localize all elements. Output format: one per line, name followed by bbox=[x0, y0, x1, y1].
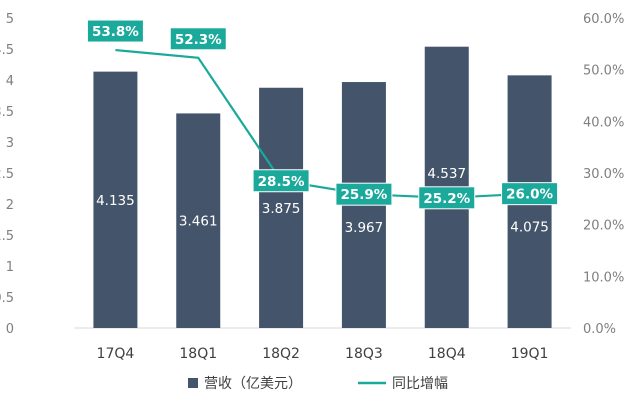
left-axis-tick-label: 4 bbox=[6, 74, 14, 89]
growth-label-text: 52.3% bbox=[175, 32, 222, 48]
growth-label-text: 25.9% bbox=[340, 187, 387, 203]
left-axis-tick-label: 2 bbox=[6, 198, 14, 213]
growth-label-text: 25.2% bbox=[423, 191, 470, 207]
left-axis-tick-label: 3.5 bbox=[0, 105, 14, 120]
left-axis-tick-label: 2.5 bbox=[0, 167, 14, 182]
right-axis-tick-label: 30.0% bbox=[583, 167, 624, 182]
growth-label-box: 25.2% bbox=[418, 186, 476, 210]
left-axis-tick-label: 0 bbox=[6, 322, 14, 337]
category-label: 18Q4 bbox=[428, 346, 466, 362]
growth-label-bg bbox=[418, 186, 476, 210]
growth-label-bg bbox=[86, 19, 144, 43]
left-axis-tick-label: 3 bbox=[6, 136, 14, 151]
growth-label-box: 52.3% bbox=[169, 27, 227, 51]
legend-revenue-label: 营收（亿美元） bbox=[204, 376, 302, 392]
right-axis-tick-label: 0.0% bbox=[583, 322, 616, 337]
category-label: 18Q2 bbox=[262, 346, 300, 362]
revenue-bar bbox=[93, 71, 138, 328]
revenue-bar-labels: 4.135 3.461 3.875 3.967 4.537 4.075 bbox=[96, 166, 549, 236]
left-axis-tick-label: 5 bbox=[6, 12, 14, 27]
revenue-bar-label: 3.875 bbox=[262, 201, 301, 217]
right-axis-tick-label: 40.0% bbox=[583, 115, 624, 130]
category-label: 18Q1 bbox=[179, 346, 217, 362]
right-axis-tick-label: 60.0% bbox=[583, 12, 624, 27]
legend: 营收（亿美元） 同比增幅 bbox=[188, 376, 448, 392]
left-axis-tick-label: 1 bbox=[6, 260, 14, 275]
revenue-bar bbox=[259, 87, 304, 328]
revenue-bar-label: 3.461 bbox=[179, 214, 218, 230]
growth-label-text: 53.8% bbox=[92, 24, 139, 40]
right-axis-tick-label: 10.0% bbox=[583, 270, 624, 285]
revenue-bar-label: 4.135 bbox=[96, 193, 135, 209]
left-axis-tick-label: 1.5 bbox=[0, 229, 14, 244]
revenue-bar-label: 4.075 bbox=[510, 220, 549, 236]
growth-label-box: 28.5% bbox=[252, 169, 310, 193]
revenue-bar bbox=[176, 113, 221, 328]
growth-label-text: 26.0% bbox=[506, 187, 553, 203]
category-labels: 17Q4 18Q1 18Q2 18Q3 18Q4 19Q1 bbox=[97, 346, 549, 362]
category-label: 19Q1 bbox=[511, 346, 549, 362]
right-axis-tick-label: 50.0% bbox=[583, 64, 624, 79]
growth-label-bg bbox=[501, 182, 559, 206]
growth-label-bg bbox=[169, 27, 227, 51]
growth-label-box: 26.0% bbox=[501, 182, 559, 206]
growth-label-text: 28.5% bbox=[258, 174, 305, 190]
growth-label-bg bbox=[335, 182, 393, 206]
left-axis-tick-label: 0.5 bbox=[0, 291, 14, 306]
legend-growth-label: 同比增幅 bbox=[392, 376, 448, 392]
left-axis-ticks: 0 0.5 1 1.5 2 2.5 3 3.5 4 4.5 5 bbox=[0, 12, 14, 337]
category-label: 18Q3 bbox=[345, 346, 383, 362]
growth-label-bg bbox=[252, 169, 310, 193]
category-label: 17Q4 bbox=[97, 346, 135, 362]
growth-labels: 53.8% 52.3% 28.5% 25.9% 25.2% 26.0% bbox=[86, 19, 559, 210]
left-axis-tick-label: 4.5 bbox=[0, 43, 14, 58]
growth-label-box: 53.8% bbox=[86, 19, 144, 43]
revenue-bar-label: 3.967 bbox=[345, 220, 384, 236]
legend-revenue-swatch bbox=[188, 378, 198, 388]
right-axis-ticks: 0.0% 10.0% 20.0% 30.0% 40.0% 50.0% 60.0% bbox=[583, 12, 624, 337]
revenue-bar-label: 4.537 bbox=[427, 166, 466, 182]
growth-label-box: 25.9% bbox=[335, 182, 393, 206]
right-axis-tick-label: 20.0% bbox=[583, 219, 624, 234]
